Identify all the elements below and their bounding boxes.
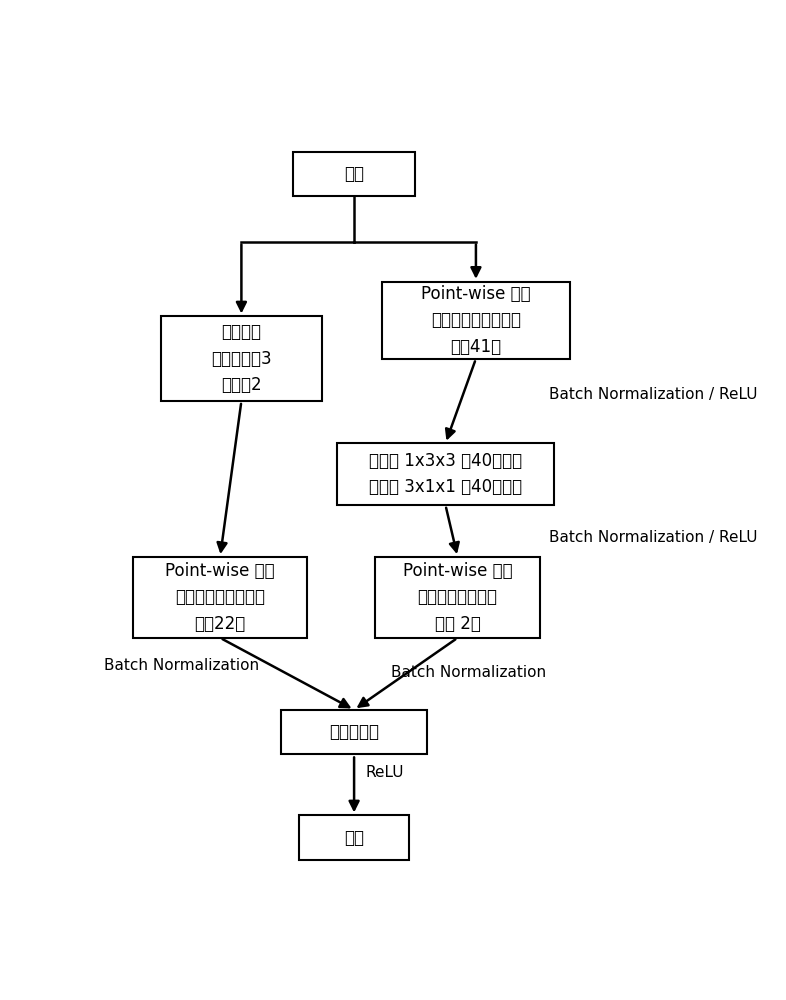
- Text: Batch Normalization / ReLU: Batch Normalization / ReLU: [549, 530, 758, 545]
- FancyBboxPatch shape: [381, 282, 571, 359]
- Text: 卷积核 1x3x3 的40卷积层
卷积核 3x1x1 的40卷积层: 卷积核 1x3x3 的40卷积层 卷积核 3x1x1 的40卷积层: [369, 452, 522, 496]
- FancyBboxPatch shape: [134, 557, 307, 638]
- FancyBboxPatch shape: [299, 815, 409, 860]
- FancyBboxPatch shape: [293, 152, 415, 196]
- Text: Batch Normalization: Batch Normalization: [105, 658, 259, 673]
- Text: Point-wise 卷积
宽度为输入数据通道
数的22倍: Point-wise 卷积 宽度为输入数据通道 数的22倍: [165, 562, 275, 633]
- Text: 输入: 输入: [344, 165, 364, 183]
- FancyBboxPatch shape: [160, 316, 322, 401]
- FancyBboxPatch shape: [281, 710, 428, 754]
- FancyBboxPatch shape: [337, 443, 553, 505]
- Text: Batch Normalization / ReLU: Batch Normalization / ReLU: [549, 387, 758, 402]
- Text: 平均池化
池化核尺寸3
步长为2: 平均池化 池化核尺寸3 步长为2: [211, 323, 272, 394]
- Text: ReLU: ReLU: [365, 765, 403, 780]
- Text: Batch Normalization: Batch Normalization: [391, 665, 545, 680]
- Text: 逐元素相加: 逐元素相加: [329, 723, 379, 741]
- Text: Point-wise 卷积
宽度为输入数据通
道数 2倍: Point-wise 卷积 宽度为输入数据通 道数 2倍: [403, 562, 512, 633]
- Text: 输出: 输出: [344, 829, 364, 847]
- Text: Point-wise 卷积
宽度为输入数据通道
数的41倍: Point-wise 卷积 宽度为输入数据通道 数的41倍: [421, 285, 531, 356]
- FancyBboxPatch shape: [376, 557, 540, 638]
